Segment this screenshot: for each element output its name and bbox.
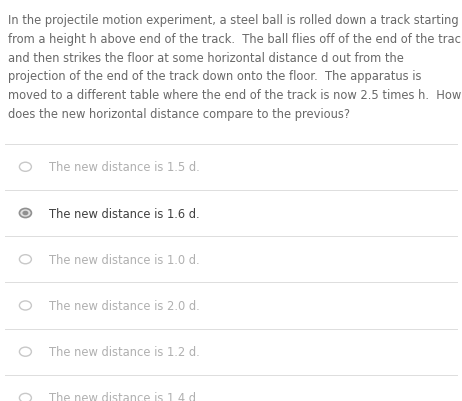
Text: projection of the end of the track down onto the floor.  The apparatus is: projection of the end of the track down … <box>8 70 422 83</box>
Ellipse shape <box>19 347 31 356</box>
Ellipse shape <box>19 301 31 310</box>
Text: The new distance is 1.2 d.: The new distance is 1.2 d. <box>49 345 199 358</box>
Ellipse shape <box>19 209 31 218</box>
Text: The new distance is 2.0 d.: The new distance is 2.0 d. <box>49 299 199 312</box>
Text: The new distance is 1.4 d.: The new distance is 1.4 d. <box>49 391 199 401</box>
Ellipse shape <box>19 255 31 264</box>
Text: moved to a different table where the end of the track is now 2.5 times h.  How: moved to a different table where the end… <box>8 89 462 102</box>
Ellipse shape <box>19 163 31 172</box>
Text: The new distance is 1.5 d.: The new distance is 1.5 d. <box>49 161 199 174</box>
Ellipse shape <box>22 211 29 216</box>
Text: does the new horizontal distance compare to the previous?: does the new horizontal distance compare… <box>8 107 350 121</box>
Text: The new distance is 1.0 d.: The new distance is 1.0 d. <box>49 253 199 266</box>
Text: and then strikes the floor at some horizontal distance d out from the: and then strikes the floor at some horiz… <box>8 51 404 65</box>
Text: In the projectile motion experiment, a steel ball is rolled down a track startin: In the projectile motion experiment, a s… <box>8 14 459 27</box>
Ellipse shape <box>19 393 31 401</box>
Text: from a height h above end of the track.  The ball flies off of the end of the tr: from a height h above end of the track. … <box>8 33 462 46</box>
Text: The new distance is 1.6 d.: The new distance is 1.6 d. <box>49 207 199 220</box>
